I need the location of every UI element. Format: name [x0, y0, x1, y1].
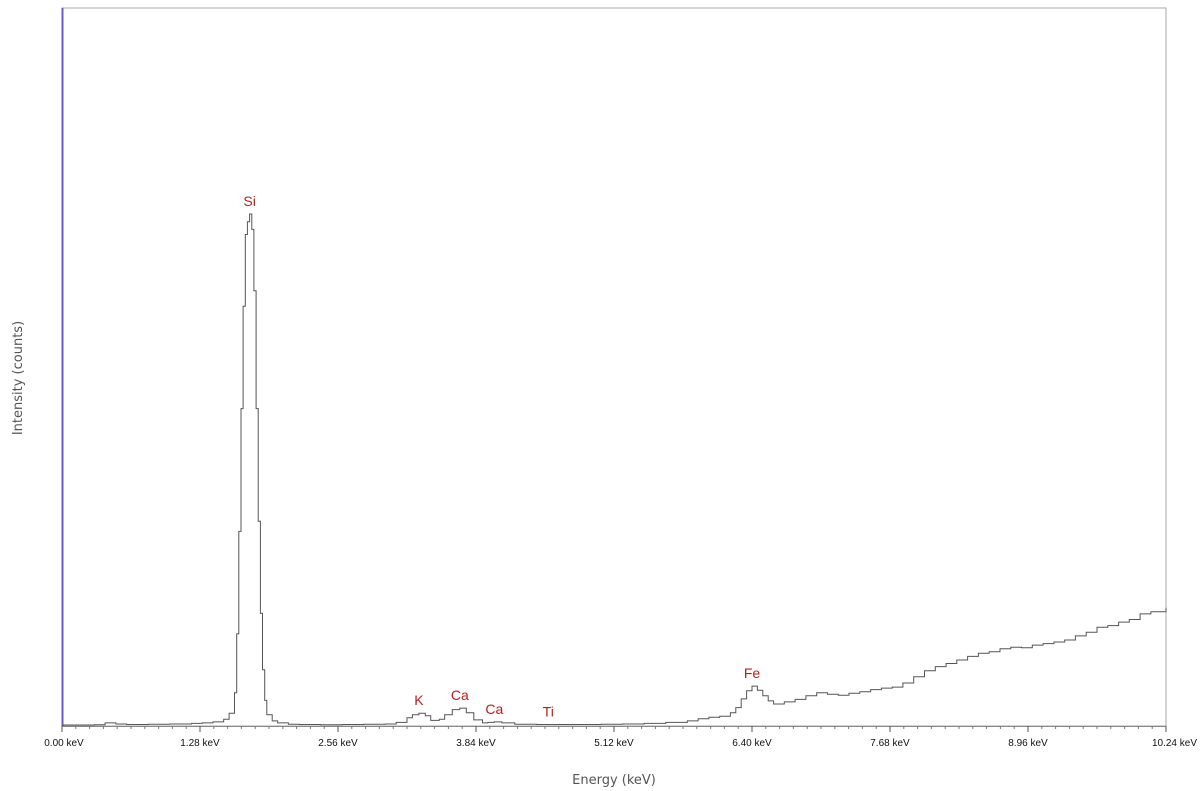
x-axis-title: Energy (keV) [572, 773, 656, 788]
x-tick-labels: 0.00 keV 1.28 keV 2.56 keV 3.84 keV 5.12 keV… [44, 738, 1197, 749]
x-tick-label: 7.68 keV [870, 738, 910, 749]
x-tick-label: 2.56 keV [318, 738, 358, 749]
x-tick-label: 1.28 keV [180, 738, 220, 749]
peak-label-ti: Ti [543, 703, 554, 719]
x-tick-label: 6.40 keV [732, 738, 772, 749]
peak-labels: Si K Ca Ca Ti Fe [243, 193, 760, 719]
spectrum-series-line [62, 213, 1167, 726]
x-minor-ticks [75, 726, 1153, 729]
peak-label-ca: Ca [485, 701, 503, 717]
x-major-ticks [61, 726, 1167, 732]
peak-label-k: K [414, 692, 424, 708]
x-tick-label: 8.96 keV [1008, 738, 1048, 749]
peak-label-ca: Ca [451, 687, 469, 703]
plot-frame [61, 7, 1167, 727]
x-tick-label: 10.24 keV [1152, 738, 1197, 749]
x-tick-label: 0.00 keV [44, 738, 84, 749]
y-axis-title: Intensity (counts) [11, 321, 26, 435]
peak-label-si: Si [243, 193, 255, 209]
peak-label-fe: Fe [744, 665, 761, 681]
x-tick-label: 3.84 keV [456, 738, 496, 749]
x-tick-label: 5.12 keV [594, 738, 634, 749]
